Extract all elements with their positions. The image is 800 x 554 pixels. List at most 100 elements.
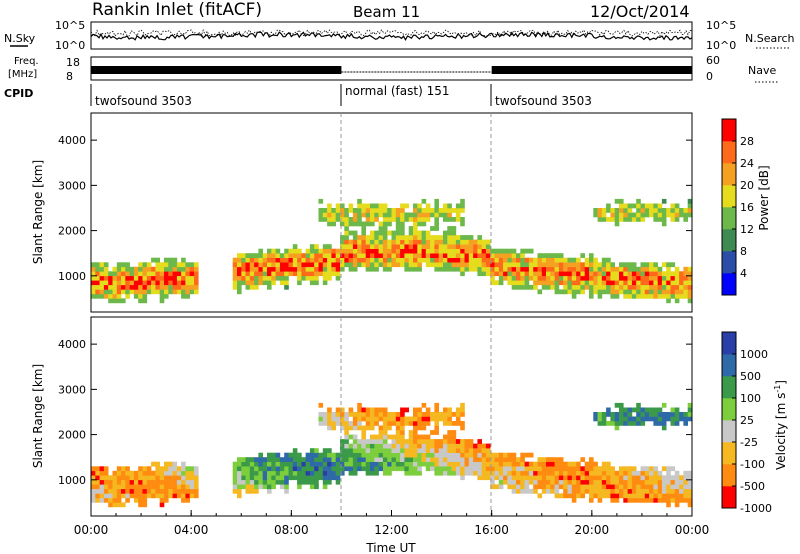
velocity-cell xyxy=(417,448,422,453)
power-cell xyxy=(417,248,422,254)
power-cell xyxy=(593,284,598,290)
power-cell xyxy=(374,248,379,254)
power-cell xyxy=(232,262,238,268)
power-cell xyxy=(99,262,105,268)
velocity-cell xyxy=(172,493,178,499)
velocity-cell xyxy=(172,466,178,472)
velocity-cell xyxy=(297,475,302,481)
power-cell xyxy=(121,289,126,295)
power-cell xyxy=(314,275,319,281)
power-cell xyxy=(477,244,482,249)
velocity-cell xyxy=(365,466,371,472)
colorbar-swatch xyxy=(722,185,736,208)
velocity-cell xyxy=(254,470,259,476)
power-cell xyxy=(636,203,641,209)
velocity-cell xyxy=(550,479,555,485)
velocity-cell xyxy=(365,470,371,476)
velocity-cell xyxy=(151,461,156,467)
velocity-cell xyxy=(614,425,620,431)
velocity-cell xyxy=(172,479,178,485)
power-cell xyxy=(374,235,379,240)
power-cell xyxy=(146,262,152,268)
velocity-cell xyxy=(649,479,654,485)
velocity-cell xyxy=(597,479,603,485)
velocity-cell xyxy=(413,434,418,440)
power-cell xyxy=(683,284,688,290)
velocity-cell xyxy=(503,457,508,462)
power-cell xyxy=(112,289,118,295)
power-cell xyxy=(631,275,637,281)
power-cell xyxy=(357,235,362,240)
velocity-cell xyxy=(687,407,693,413)
velocity-cell xyxy=(194,479,199,485)
power-cell xyxy=(674,266,680,272)
velocity-cell xyxy=(679,412,684,417)
velocity-cell xyxy=(284,452,289,458)
velocity-cell xyxy=(644,475,650,481)
velocity-cell xyxy=(262,484,268,490)
power-cell xyxy=(640,212,646,218)
velocity-cell xyxy=(421,421,427,426)
power-cell xyxy=(348,244,354,249)
velocity-cell xyxy=(249,475,255,481)
power-cell xyxy=(129,266,135,272)
velocity-cell xyxy=(413,457,418,462)
velocity-cell xyxy=(395,421,401,426)
velocity-cell xyxy=(636,407,641,413)
velocity-cell xyxy=(460,407,465,413)
power-cell xyxy=(413,262,418,268)
power-cell xyxy=(550,266,555,272)
velocity-cell xyxy=(631,497,637,503)
power-cell xyxy=(189,275,195,281)
velocity-cell xyxy=(666,479,671,485)
velocity-cell xyxy=(344,434,349,440)
velocity-cell xyxy=(601,484,607,490)
x-tick-label: 00:00 xyxy=(675,523,710,537)
power-cell xyxy=(357,257,362,263)
velocity-cell xyxy=(284,484,289,490)
power-cell xyxy=(413,230,418,236)
power-cell xyxy=(146,271,152,277)
velocity-cell xyxy=(168,484,173,490)
power-cell xyxy=(254,271,259,277)
power-cell xyxy=(593,208,598,213)
velocity-cell xyxy=(460,421,465,426)
power-cell xyxy=(610,266,615,272)
power-cell xyxy=(121,262,126,268)
velocity-cell xyxy=(181,497,186,503)
power-cell xyxy=(168,289,173,295)
power-cell xyxy=(395,221,401,227)
power-cell xyxy=(352,257,358,263)
velocity-cell xyxy=(649,466,654,472)
velocity-cell xyxy=(679,479,684,485)
power-cell xyxy=(387,217,392,222)
power-cell xyxy=(679,289,684,295)
power-cell xyxy=(430,257,435,263)
velocity-cell xyxy=(374,407,379,413)
velocity-cell xyxy=(584,484,590,490)
velocity-cell xyxy=(597,421,603,426)
velocity-cell xyxy=(593,479,598,485)
velocity-cell xyxy=(631,484,637,490)
power-cell xyxy=(288,248,294,254)
power-cell xyxy=(185,293,190,299)
velocity-cell xyxy=(640,497,646,503)
power-cell xyxy=(567,280,573,286)
velocity-cell xyxy=(584,461,590,467)
velocity-cell xyxy=(640,475,646,481)
velocity-cell xyxy=(434,402,439,408)
colorbar-tick-label: 4 xyxy=(740,267,747,280)
power-cell xyxy=(318,266,324,272)
velocity-cell xyxy=(258,484,263,490)
power-cell xyxy=(382,257,388,263)
power-cell xyxy=(99,284,105,290)
power-cell xyxy=(365,257,371,263)
power-cell xyxy=(249,284,255,290)
power-cell xyxy=(558,262,564,268)
velocity-cell xyxy=(309,461,315,467)
power-cell xyxy=(275,266,281,272)
power-cell xyxy=(601,271,607,277)
velocity-cell xyxy=(241,461,246,467)
velocity-cell xyxy=(485,457,491,462)
velocity-cell xyxy=(331,470,336,476)
